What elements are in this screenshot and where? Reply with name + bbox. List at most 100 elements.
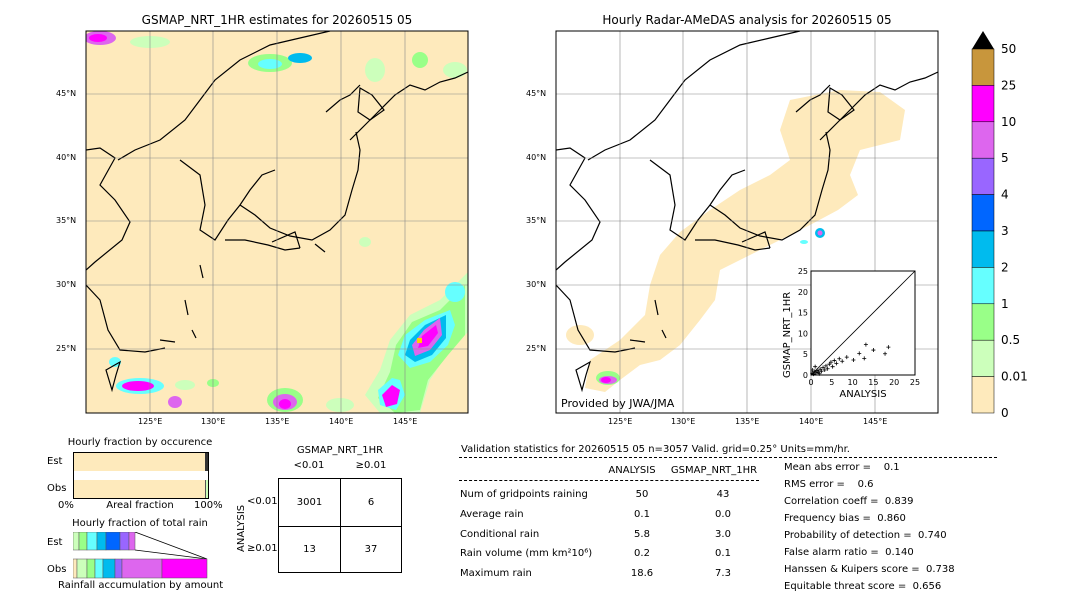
right-lon-label: 125°E xyxy=(608,417,633,426)
scatter-point xyxy=(883,351,888,356)
right-lat-label: 25°N xyxy=(526,344,547,353)
score-line: RMS error = 0.6 xyxy=(784,479,874,490)
scatter-point xyxy=(863,342,868,347)
scatter-xlabel: ANALYSIS xyxy=(839,389,887,400)
scatter-point xyxy=(811,372,816,377)
colorbar-tick-label: 25 xyxy=(1001,78,1016,92)
scatter-x-tick: 25 xyxy=(910,378,920,387)
scatter-inset: 00 5 5 10 10 15 15 20 20 25 25 xyxy=(798,267,920,387)
colorbar-tick-label: 1 xyxy=(1001,297,1009,311)
colorbar-tick-label: 0.5 xyxy=(1001,333,1020,347)
scatter-point xyxy=(817,371,822,376)
colorbar-segment xyxy=(971,339,995,377)
scatter-y-tick: 10 xyxy=(798,329,808,338)
scatter-x-tick: 10 xyxy=(848,378,858,387)
validation-col-divider xyxy=(459,480,759,481)
left-coastlines xyxy=(86,31,468,393)
right-lat-label: 45°N xyxy=(526,89,547,98)
scatter-y-tick: 20 xyxy=(798,288,808,297)
contingency-col-header: ≥0.01 xyxy=(355,460,387,471)
total-rain-plot xyxy=(73,532,208,579)
colorbar-segment xyxy=(971,121,995,159)
validation-row-analysis: 50 xyxy=(635,489,649,500)
data-credit: Provided by JWA/JMA xyxy=(561,397,675,410)
left-map xyxy=(85,30,469,414)
scatter-point xyxy=(832,358,837,363)
scatter-point xyxy=(857,351,862,356)
right-lat-label: 40°N xyxy=(526,153,547,162)
scatter-ylabel: GSMAP_NRT_1HR xyxy=(782,291,793,378)
score-line: Mean abs error = 0.1 xyxy=(784,462,900,473)
scatter-point xyxy=(821,365,826,370)
colorbar-tick-label: 10 xyxy=(1001,115,1016,129)
score-line: Frequency bias = 0.860 xyxy=(784,513,906,524)
validation-row-analysis: 0.1 xyxy=(634,509,650,520)
occurrence-axis-right: 100% xyxy=(194,500,223,511)
scatter-point xyxy=(837,356,842,361)
left-map-title: GSMAP_NRT_1HR estimates for 20260515 05 xyxy=(141,13,413,27)
left-lon-label: 140°E xyxy=(329,417,354,426)
occurrence-row-obs: Obs xyxy=(47,483,67,494)
contingency-row-header: <0.01 xyxy=(247,496,278,507)
left-lat-label: 40°N xyxy=(56,153,77,162)
validation-row-gsmap: 43 xyxy=(716,489,730,500)
scatter-point xyxy=(840,359,845,364)
total-rain-row-obs: Obs xyxy=(47,564,67,575)
contingency-row-header: ≥0.01 xyxy=(247,543,278,554)
scatter-point xyxy=(813,364,818,369)
right-map-title: Hourly Radar-AMeDAS analysis for 2026051… xyxy=(602,13,892,27)
right-lat-label: 35°N xyxy=(526,216,547,225)
score-line: Equitable threat score = 0.656 xyxy=(784,581,942,592)
right-lon-label: 140°E xyxy=(799,417,824,426)
scatter-point xyxy=(844,355,849,360)
left-lat-label: 25°N xyxy=(56,344,77,353)
scatter-point xyxy=(813,370,818,375)
validation-col-gsmap: GSMAP_NRT_1HR xyxy=(670,465,758,476)
right-lon-label: 145°E xyxy=(863,417,888,426)
scatter-point xyxy=(827,362,832,367)
occurrence-no-rain-segment xyxy=(74,480,206,498)
scatter-point xyxy=(828,360,833,365)
occurrence-axis-left: 0% xyxy=(58,500,74,511)
contingency-cell: 3001 xyxy=(296,497,323,508)
right-lon-label: 130°E xyxy=(671,417,696,426)
validation-row-label: Rain volume (mm km²10⁶) xyxy=(460,548,593,559)
total-rain-obs-bar xyxy=(73,558,208,579)
colorbar-segment xyxy=(971,85,995,123)
colorbar-segment xyxy=(971,48,995,86)
colorbar-tick-label: 0.01 xyxy=(1001,370,1028,384)
left-lat-label: 30°N xyxy=(56,280,77,289)
scatter-y-tick: 15 xyxy=(798,309,808,318)
total-rain-title: Hourly fraction of total rain xyxy=(72,518,208,529)
scatter-y-tick: 5 xyxy=(803,350,808,359)
left-precip-patches xyxy=(86,31,468,413)
scatter-y-tick: 0 xyxy=(803,371,808,380)
colorbar: 50 25 10 5 4 3 2 1 0.5 0.01 0 xyxy=(971,31,1028,420)
validation-divider xyxy=(459,457,997,458)
right-lon-label: 135°E xyxy=(735,417,760,426)
scatter-point xyxy=(851,358,856,363)
validation-row-analysis: 0.2 xyxy=(634,548,650,559)
left-lon-label: 130°E xyxy=(201,417,226,426)
colorbar-tick-label: 4 xyxy=(1001,188,1009,202)
occurrence-plot xyxy=(73,452,209,499)
colorbar-tick-label: 2 xyxy=(1001,260,1009,274)
scatter-point xyxy=(830,364,835,369)
occurrence-bar-obs xyxy=(74,480,208,498)
validation-col-analysis: ANALYSIS xyxy=(608,465,656,476)
score-line: Correlation coeff = 0.839 xyxy=(784,496,914,507)
occurrence-rain-segment xyxy=(205,480,208,498)
validation-row-analysis: 5.8 xyxy=(634,529,650,540)
right-gridlines xyxy=(556,31,938,413)
occurrence-bar-est xyxy=(74,453,208,471)
scatter-point xyxy=(886,345,891,350)
identity-line xyxy=(810,270,916,376)
colorbar-tick-label: 5 xyxy=(1001,151,1009,165)
scatter-x-tick: 0 xyxy=(808,378,813,387)
colorbar-segment xyxy=(971,230,995,268)
validation-row-label: Num of gridpoints raining xyxy=(460,489,588,500)
occurrence-row-est: Est xyxy=(47,456,63,467)
colorbar-tick-label: 3 xyxy=(1001,224,1009,238)
validation-row-gsmap: 0.0 xyxy=(715,509,731,520)
total-rain-footer: Rainfall accumulation by amount xyxy=(58,580,224,591)
